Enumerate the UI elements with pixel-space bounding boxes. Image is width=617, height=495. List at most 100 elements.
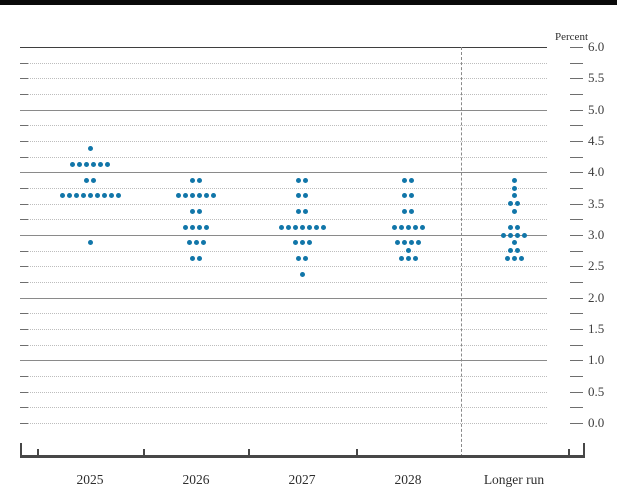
left-tick: [20, 344, 28, 346]
gridline: [20, 235, 547, 236]
right-tick: [570, 125, 583, 127]
y-axis-tick-label: 4.5: [588, 133, 605, 148]
projection-dot: [296, 177, 301, 183]
gridline: [20, 203, 547, 205]
projection-dot: [511, 256, 517, 261]
right-tick: [570, 203, 583, 205]
gridline: [20, 282, 547, 283]
right-tick: [570, 376, 583, 377]
projection-dot: [313, 224, 319, 230]
projection-dot: [91, 162, 96, 167]
projection-dot: [296, 193, 301, 199]
projection-dot: [296, 209, 301, 214]
left-tick: [20, 329, 28, 330]
projection-dot: [518, 256, 524, 261]
projection-dot: [419, 224, 425, 230]
x-axis-section-tick: [37, 449, 39, 455]
y-axis-title: Percent: [555, 31, 588, 43]
gridline: [20, 423, 547, 424]
projection-dot: [190, 224, 195, 230]
right-tick: [570, 219, 583, 221]
projection-dot: [73, 193, 79, 199]
left-tick: [20, 376, 28, 377]
projection-dot: [278, 224, 284, 230]
projection-dot: [87, 240, 93, 246]
left-tick: [20, 94, 28, 95]
projection-dot: [508, 248, 513, 254]
projection-dot: [292, 224, 298, 230]
left-tick: [20, 266, 28, 268]
gridline: [20, 376, 547, 377]
projection-dot: [412, 256, 418, 261]
projection-dot: [190, 209, 195, 214]
projection-dot: [395, 240, 400, 246]
x-axis-section-tick: [143, 449, 145, 455]
projection-dot: [105, 162, 110, 167]
left-tick: [20, 156, 28, 158]
projection-dot: [511, 193, 517, 199]
projection-dot: [409, 209, 414, 214]
right-tick: [570, 250, 583, 252]
projection-dot: [402, 240, 407, 246]
projection-dot: [197, 177, 202, 183]
projection-dot: [515, 248, 520, 254]
x-axis-label-2026: 2026: [182, 472, 210, 487]
projection-dot: [190, 177, 195, 183]
projection-dot: [508, 232, 513, 238]
left-tick: [20, 78, 28, 80]
gridline: [20, 391, 547, 393]
y-axis-tick-label: 1.5: [588, 321, 605, 336]
projection-dot: [108, 193, 114, 199]
projection-dot: [511, 177, 517, 183]
projection-dot: [405, 224, 411, 230]
projection-dot: [87, 146, 93, 152]
left-tick: [20, 188, 28, 189]
gridline: [20, 109, 547, 111]
y-axis-tick-label: 3.0: [588, 227, 605, 242]
projection-dot: [84, 177, 89, 183]
projection-dot: [508, 201, 513, 207]
longer-run-divider: [461, 47, 462, 457]
projection-dot: [183, 224, 188, 230]
right-tick: [570, 407, 583, 409]
x-axis-label-2025: 2025: [76, 472, 104, 487]
projection-dot: [80, 193, 86, 199]
projection-dot: [186, 240, 192, 246]
projection-dot: [409, 240, 414, 246]
left-tick: [20, 407, 28, 409]
gridline: [20, 94, 547, 95]
gridline: [20, 188, 547, 189]
gridline: [20, 47, 547, 48]
projection-dot: [204, 224, 209, 230]
projection-dot: [398, 256, 404, 261]
right-tick: [570, 141, 583, 142]
right-tick: [570, 47, 583, 48]
y-axis-tick-label: 5.5: [588, 70, 605, 86]
x-axis-label-2027: 2027: [288, 472, 316, 487]
gridline: [20, 297, 547, 299]
projection-dot: [292, 240, 298, 246]
projection-dot: [303, 193, 308, 199]
projection-dot: [320, 224, 326, 230]
right-tick: [570, 282, 583, 283]
gridline: [20, 172, 547, 174]
y-axis-tick-label: 2.0: [588, 289, 605, 305]
projection-dot: [402, 177, 407, 183]
gridline: [20, 329, 547, 330]
x-axis-section-tick: [356, 449, 358, 455]
projection-dot: [98, 162, 103, 167]
projection-dot: [193, 240, 199, 246]
projection-dot: [70, 162, 75, 167]
projection-dot: [306, 224, 312, 230]
y-axis-tick-label: 6.0: [588, 39, 605, 54]
projection-dot: [405, 248, 411, 254]
gridline: [20, 219, 547, 221]
gridline: [20, 156, 547, 158]
projection-dot: [303, 256, 308, 261]
projection-dot: [66, 193, 72, 199]
projection-dot: [299, 224, 305, 230]
projection-dot: [94, 193, 100, 199]
gridline: [20, 344, 547, 346]
projection-dot: [515, 201, 520, 207]
